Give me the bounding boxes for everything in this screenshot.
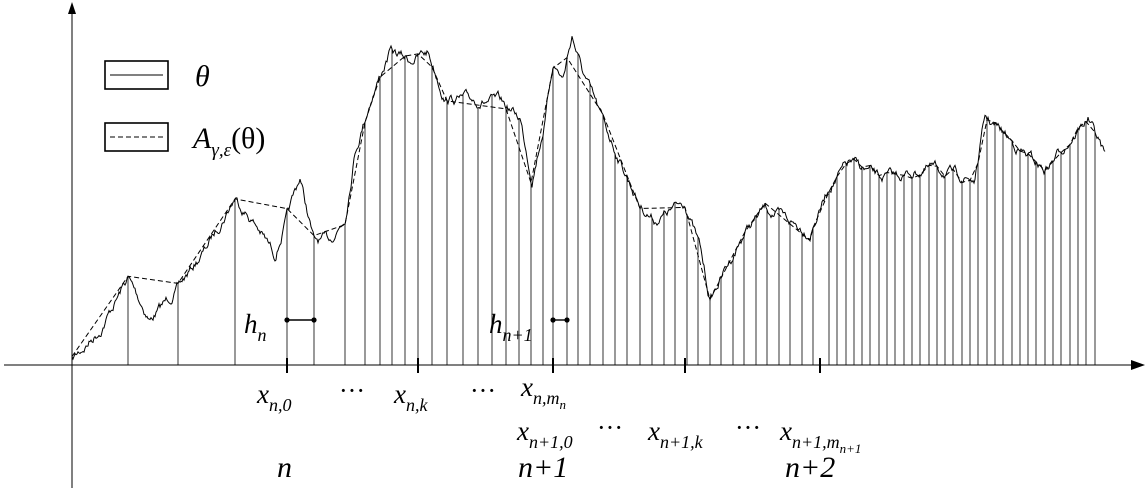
y-axis-arrow: [68, 2, 76, 14]
grid-verticals: [127, 48, 1096, 365]
approximation-curve: [71, 53, 1096, 357]
label-x-n1m: xn+1,mn+1: [779, 416, 861, 456]
theta-curve: [71, 36, 1106, 361]
legend-label-approx: Aγ,ε(θ): [191, 122, 265, 161]
label-h-n1: hn+1: [489, 309, 533, 345]
h-n-interval: [284, 317, 317, 323]
label-x-n10: xn+1,0: [516, 416, 573, 452]
legend-label-theta: θ: [195, 60, 210, 93]
label-x-n1k: xn+1,k: [647, 416, 704, 452]
label-block-n: n: [277, 451, 292, 484]
label-dots-3: ···: [597, 413, 623, 442]
label-h-n: hn: [244, 309, 267, 345]
legend: θ Aγ,ε(θ): [104, 60, 265, 161]
h-n1-interval: [550, 317, 570, 323]
label-dots-4: ···: [735, 413, 761, 442]
label-dots-2: ···: [470, 376, 496, 405]
label-block-n1: n+1: [518, 451, 568, 484]
label-dots-1: ···: [339, 376, 365, 405]
x-axis-arrow: [1131, 360, 1145, 370]
label-x-n0: xn,0: [256, 379, 291, 415]
label-x-nmn: xn,mn: [520, 372, 566, 412]
label-x-nk: xn,k: [393, 379, 428, 415]
label-block-n2: n+2: [785, 451, 835, 484]
